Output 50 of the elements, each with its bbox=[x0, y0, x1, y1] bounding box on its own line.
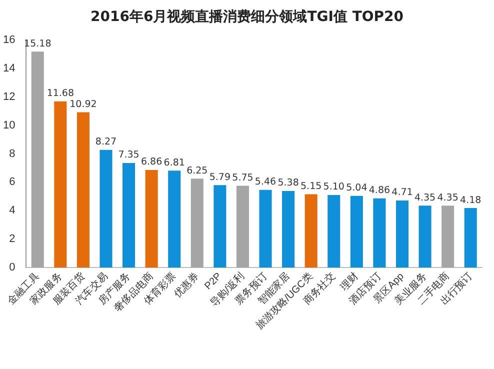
bar bbox=[373, 198, 386, 268]
y-tick-label: 12 bbox=[2, 90, 16, 103]
data-label: 5.38 bbox=[278, 178, 299, 189]
data-label: 6.81 bbox=[164, 157, 185, 168]
bar bbox=[282, 190, 295, 268]
data-label: 5.15 bbox=[300, 180, 322, 192]
bar bbox=[214, 185, 226, 268]
bar bbox=[328, 194, 340, 268]
data-label: 4.35 bbox=[437, 192, 458, 204]
y-tick-label: 8 bbox=[9, 148, 16, 160]
bar bbox=[304, 194, 318, 268]
bar bbox=[31, 52, 44, 268]
bar bbox=[76, 112, 90, 268]
data-label: 10.92 bbox=[70, 98, 97, 110]
data-label: 5.10 bbox=[323, 182, 344, 193]
bar bbox=[236, 186, 249, 268]
data-label: 4.18 bbox=[460, 194, 482, 206]
data-label: 4.86 bbox=[368, 185, 390, 196]
data-label: 5.79 bbox=[209, 172, 231, 183]
data-label: 7.35 bbox=[118, 150, 140, 161]
data-label: 5.75 bbox=[232, 172, 254, 184]
bar bbox=[464, 208, 477, 268]
y-tick-label: 6 bbox=[9, 176, 16, 188]
bar bbox=[54, 101, 67, 268]
bar bbox=[122, 162, 136, 268]
bar bbox=[100, 150, 112, 268]
bar bbox=[259, 190, 272, 268]
bar bbox=[396, 200, 409, 268]
data-label: 15.18 bbox=[24, 38, 52, 50]
bar bbox=[145, 170, 158, 268]
data-label: 4.71 bbox=[392, 187, 413, 198]
data-label: 11.68 bbox=[46, 88, 74, 100]
y-tick-label: 14 bbox=[2, 62, 16, 74]
chart-title: 2016年6月视频直播消费细分领域TGI值 TOP20 bbox=[89, 8, 405, 27]
bar bbox=[168, 170, 181, 268]
data-label: 6.25 bbox=[186, 165, 208, 176]
data-label: 5.04 bbox=[346, 182, 368, 194]
y-tick-label: 4 bbox=[9, 204, 16, 217]
y-tick-label: 2 bbox=[9, 233, 16, 246]
bar bbox=[350, 196, 363, 268]
y-tick-label: 16 bbox=[2, 34, 16, 46]
bar bbox=[442, 206, 454, 268]
y-tick-label: 0 bbox=[9, 262, 16, 274]
y-tick-label: 10 bbox=[2, 119, 16, 132]
data-label: 4.35 bbox=[414, 192, 436, 204]
data-label: 5.46 bbox=[254, 176, 276, 188]
data-label: 8.27 bbox=[95, 136, 117, 148]
bar bbox=[190, 178, 204, 268]
data-label: 6.86 bbox=[140, 156, 162, 168]
bar bbox=[418, 206, 432, 268]
